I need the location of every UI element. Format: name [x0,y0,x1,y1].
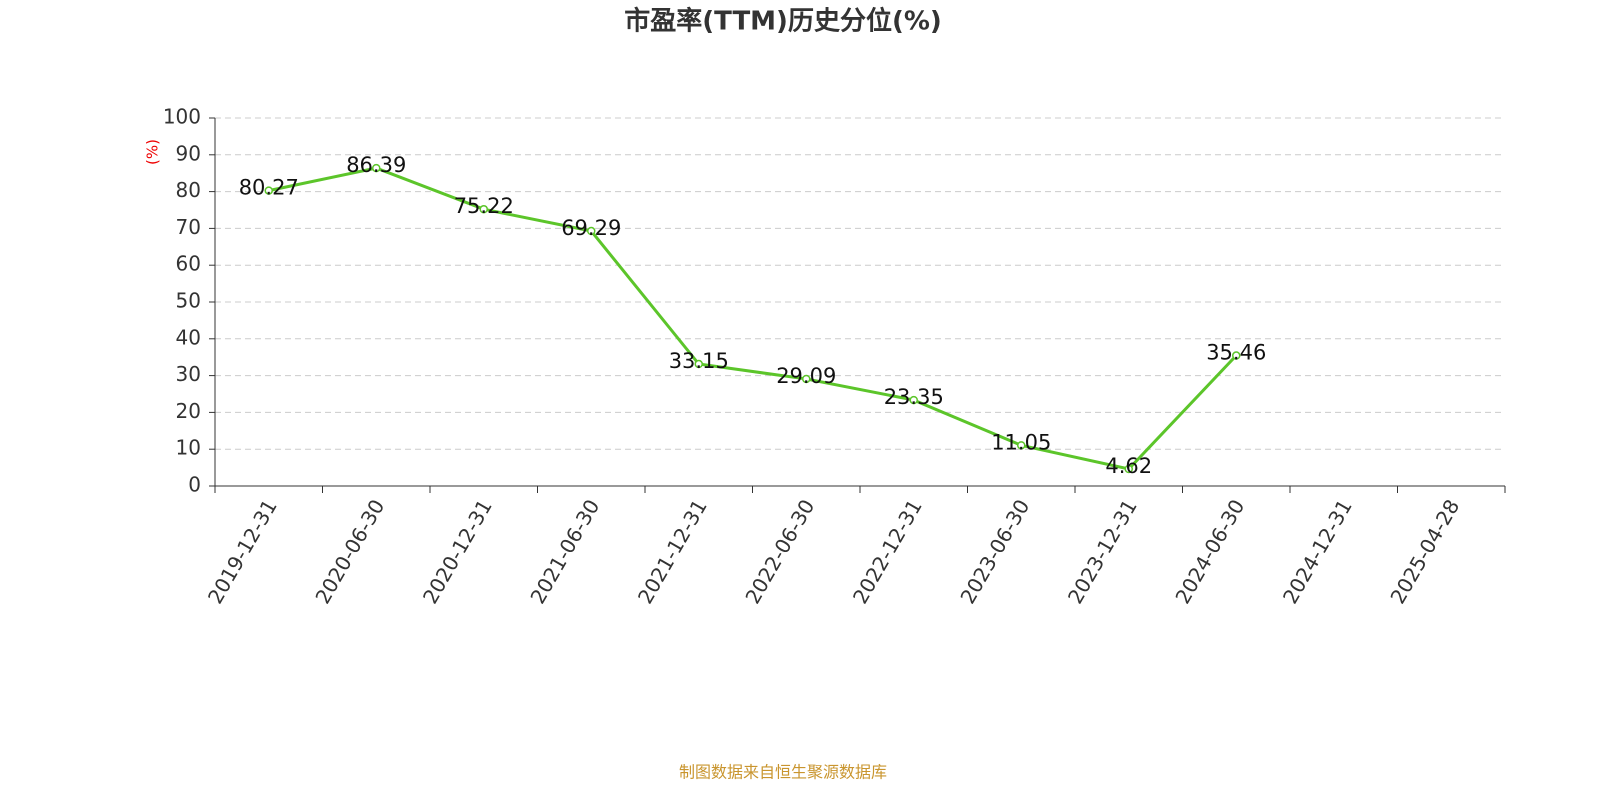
data-point [264,186,273,195]
x-tick-label: 2022-06-30 [740,495,819,608]
y-tick-label: 20 [176,399,201,423]
data-label: 33.15 [669,349,729,373]
data-point [1017,441,1026,450]
x-tick-label: 2020-12-31 [418,495,497,608]
y-tick-label: 90 [176,141,201,165]
data-point [802,374,811,384]
data-point [909,395,918,405]
y-tick-label: 30 [176,362,201,386]
data-point [372,163,381,173]
x-tick-label: 2024-12-31 [1278,495,1357,608]
x-tick-label: 2025-04-28 [1385,495,1464,608]
data-point [587,226,596,236]
x-tick-label: 2023-06-30 [955,495,1034,608]
y-tick-label: 100 [163,105,201,129]
data-label: 75.22 [454,194,514,218]
y-tick-label: 10 [176,436,201,460]
data-label: 29.09 [776,364,836,388]
y-tick-label: 50 [176,289,201,313]
x-tick-label: 2024-06-30 [1170,495,1249,608]
x-tick-label: 2021-06-30 [525,495,604,608]
series-line [268,166,1238,471]
x-tick-label: 2023-12-31 [1063,495,1142,608]
x-tick-label: 2020-06-30 [310,495,389,608]
data-point [1124,464,1133,474]
x-tick-label: 2019-12-31 [203,495,282,608]
y-tick-label: 60 [176,252,201,276]
y-tick-label: 0 [188,473,201,497]
data-label: 80.27 [239,176,299,200]
x-tick-label: 2021-12-31 [633,495,712,608]
y-axis-label: (%) [144,139,162,165]
data-point [694,359,703,369]
y-tick-label: 80 [176,178,201,202]
data-label: 35.46 [1206,341,1266,365]
chart-title: 市盈率(TTM)历史分位(%) [624,6,942,37]
data-label: 23.35 [884,385,944,409]
data-point [1232,351,1241,360]
y-tick-label: 70 [176,215,201,239]
x-tick-label: 2022-12-31 [848,495,927,608]
data-label: 11.05 [991,430,1051,454]
data-label: 69.29 [561,216,621,240]
data-label: 4.62 [1105,454,1152,478]
data-point [479,204,488,214]
data-label: 86.39 [346,153,406,177]
y-tick-label: 40 [176,325,201,349]
source-note: 制图数据来自恒生聚源数据库 [679,763,887,782]
